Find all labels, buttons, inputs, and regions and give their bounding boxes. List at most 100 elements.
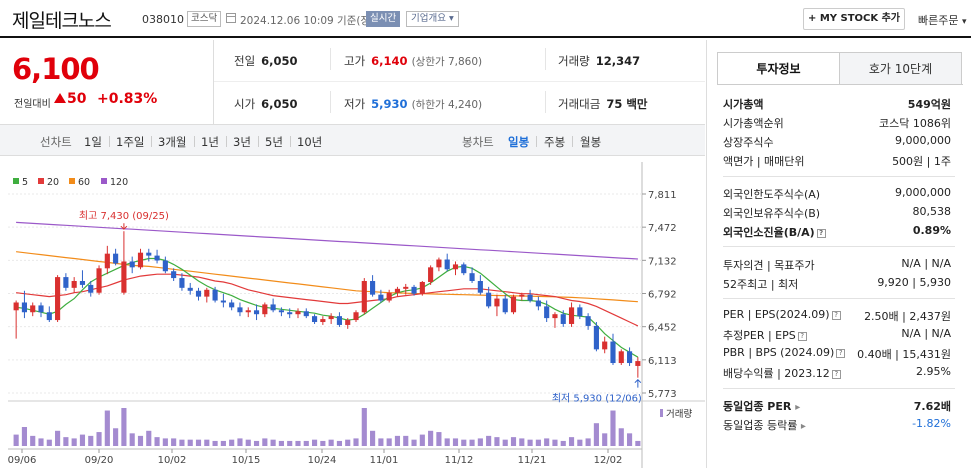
corp-info-button[interactable]: 기업개요 ▾	[406, 11, 459, 27]
period-1y[interactable]: 1년	[201, 135, 219, 149]
candle-body	[71, 281, 77, 288]
candle-body	[353, 312, 359, 321]
period-5y[interactable]: 5년	[265, 135, 283, 149]
info-key: 52주최고 | 최저	[723, 278, 799, 291]
help-icon[interactable]: ?	[797, 332, 807, 341]
candle-body	[461, 264, 467, 274]
volume-bar	[593, 423, 599, 446]
x-tick-label: 11/21	[518, 455, 547, 466]
volume-bar	[79, 434, 86, 446]
candle-body	[212, 289, 218, 301]
volume-bar	[502, 439, 508, 446]
caret-right-icon[interactable]: ▸	[800, 421, 806, 432]
volume-bar	[469, 439, 475, 446]
candle-body	[444, 259, 450, 270]
volume-bar	[568, 437, 575, 446]
candle-body	[96, 268, 102, 293]
volume-bar	[311, 439, 318, 446]
stat-amount: 거래대금 75 백만	[558, 96, 648, 112]
volume-bar	[171, 438, 177, 446]
candle-daily[interactable]: 일봉	[508, 135, 530, 149]
candle-weekly[interactable]: 주봉	[544, 135, 566, 149]
candle-body	[55, 277, 61, 321]
volume-bar	[428, 430, 434, 446]
candle-body	[593, 325, 599, 350]
volume-bar	[560, 440, 566, 446]
y-tick-label: 5,773	[648, 389, 677, 400]
tab-investment-info[interactable]: 투자정보	[717, 52, 840, 85]
info-row-pbr: PBR | BPS (2024.09)? 0.40배 | 15,431원	[723, 346, 951, 362]
info-value: 500원 | 1주	[892, 155, 951, 168]
candle-body	[635, 361, 641, 366]
candle-body	[336, 316, 343, 325]
stat-high-value: 6,140	[371, 54, 408, 68]
x-tick-label: 11/12	[445, 455, 474, 466]
divider	[723, 388, 955, 389]
stat-prev-label: 전일	[234, 54, 256, 68]
fast-order-button[interactable]: 빠른주문 ▾	[918, 12, 967, 28]
volume-bar	[96, 432, 102, 446]
divider	[258, 136, 259, 147]
period-1w[interactable]: 1주일	[116, 135, 145, 149]
ma60-line	[16, 251, 638, 303]
volume-bar	[220, 440, 226, 446]
volume-bar	[635, 440, 641, 446]
candle-body	[602, 341, 608, 350]
volume-bar	[212, 440, 218, 446]
divider	[330, 48, 331, 70]
help-icon[interactable]: ?	[831, 311, 841, 320]
info-row-est-per: 추정PER | EPS? N/A | N/A	[723, 327, 951, 343]
volume-bar	[287, 440, 293, 446]
volume-bar	[602, 433, 608, 446]
volume-bar	[229, 439, 235, 446]
candle-body	[535, 300, 541, 307]
volume-bar	[610, 410, 616, 446]
y-tick-label: 6,113	[648, 356, 677, 367]
stat-high-label: 고가	[344, 54, 366, 68]
candle-body	[486, 292, 492, 307]
period-3y[interactable]: 3년	[233, 135, 251, 149]
price-chart[interactable]: 7,811 7,472 7,132 6,792 6,452 6,113 5,773 최고 7,…	[0, 157, 705, 468]
period-3m[interactable]: 3개월	[158, 135, 187, 149]
period-1d[interactable]: 1일	[84, 135, 102, 149]
help-icon[interactable]: ?	[816, 229, 826, 238]
candle-body	[345, 320, 351, 325]
info-key-text: 동일업종 PER	[723, 400, 792, 413]
candle-body	[21, 302, 28, 313]
info-row-shares: 상장주식수 9,000,000	[723, 134, 951, 150]
stat-low-value: 5,930	[371, 97, 408, 111]
info-key: 배당수익률 | 2023.12?	[723, 365, 841, 381]
chevron-down-icon: ▾	[961, 17, 967, 27]
candle-monthly[interactable]: 월봉	[580, 135, 602, 149]
candle-body	[552, 314, 558, 319]
period-10y[interactable]: 10년	[297, 135, 323, 149]
legend-label: 5	[22, 177, 29, 188]
stat-prev: 전일 6,050	[234, 53, 298, 69]
mystock-add-button[interactable]: + MY STOCK 추가	[803, 8, 905, 30]
info-value: 0.89%	[912, 224, 951, 237]
candle-body	[494, 298, 500, 307]
info-value: 9,000,000	[895, 186, 951, 199]
volume-bar	[146, 430, 152, 446]
volume-bar	[21, 427, 28, 446]
realtime-badge[interactable]: 실시간	[366, 11, 401, 27]
info-row-foreign-ratio: 외국인소진율(B/A)? 0.89%	[723, 224, 951, 240]
candle-body	[154, 255, 160, 261]
help-icon[interactable]: ?	[831, 370, 841, 379]
candle-body	[577, 307, 583, 317]
info-value: 9,920 | 5,930	[877, 276, 951, 289]
info-key: 동일업종 PER ▸	[723, 398, 800, 414]
candle-body	[585, 316, 591, 326]
candle-body	[171, 271, 177, 279]
caret-right-icon[interactable]: ▸	[795, 402, 801, 413]
tab-orderbook-10[interactable]: 호가 10단계	[839, 52, 962, 85]
fast-order-label: 빠른주문	[918, 14, 959, 27]
help-icon[interactable]: ?	[836, 349, 846, 358]
stat-volume-value: 12,347	[595, 54, 641, 68]
divider	[194, 136, 195, 147]
market-tag: 코스닥	[187, 11, 222, 27]
candle-body	[394, 288, 401, 293]
info-value: 0.40배 | 15,431원	[857, 348, 951, 361]
info-key: 시가총액	[723, 98, 764, 111]
candle-body	[104, 253, 110, 269]
